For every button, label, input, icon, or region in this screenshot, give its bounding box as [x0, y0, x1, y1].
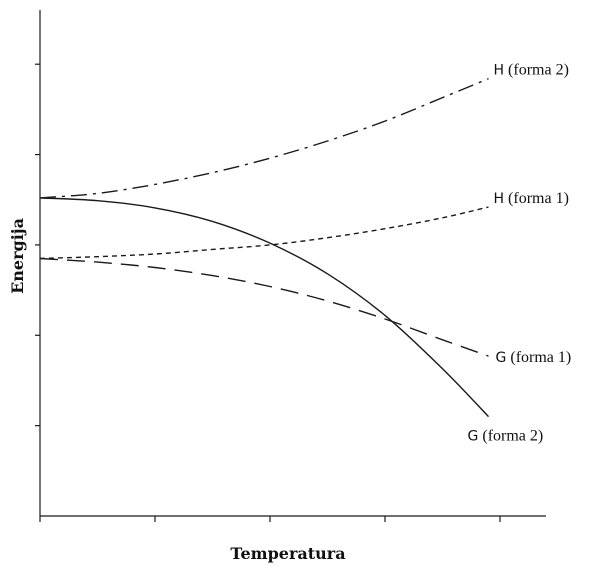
label-h-forma-1: H (forma 1): [494, 190, 569, 207]
label-suffix: (forma 1): [510, 349, 571, 366]
label-h-forma-2: H (forma 2): [494, 62, 569, 79]
tick-marks: [35, 63, 501, 522]
y-axis-title: Energija: [8, 218, 27, 294]
label-letter: G: [496, 350, 507, 366]
label-g-forma-2: G (forma 2): [468, 428, 544, 445]
curve-h-forma-1: [39, 206, 489, 260]
curve-g-forma-1: [39, 257, 489, 357]
plot-curves: [39, 78, 490, 418]
label-letter: H: [494, 63, 505, 79]
curve-h-forma-2: [39, 78, 489, 199]
label-g-forma-1: G (forma 1): [496, 349, 572, 366]
label-suffix: (forma 2): [482, 428, 543, 445]
curve-g-forma-2: [39, 197, 490, 418]
label-suffix: (forma 1): [508, 190, 569, 207]
label-letter: H: [494, 191, 505, 207]
axes: [39, 10, 546, 517]
label-letter: G: [468, 429, 479, 445]
label-suffix: (forma 2): [508, 62, 569, 79]
x-axis-title: Temperatura: [230, 544, 345, 563]
series-labels: H (forma 2)H (forma 1)G (forma 1)G (forma 2): [468, 62, 572, 445]
